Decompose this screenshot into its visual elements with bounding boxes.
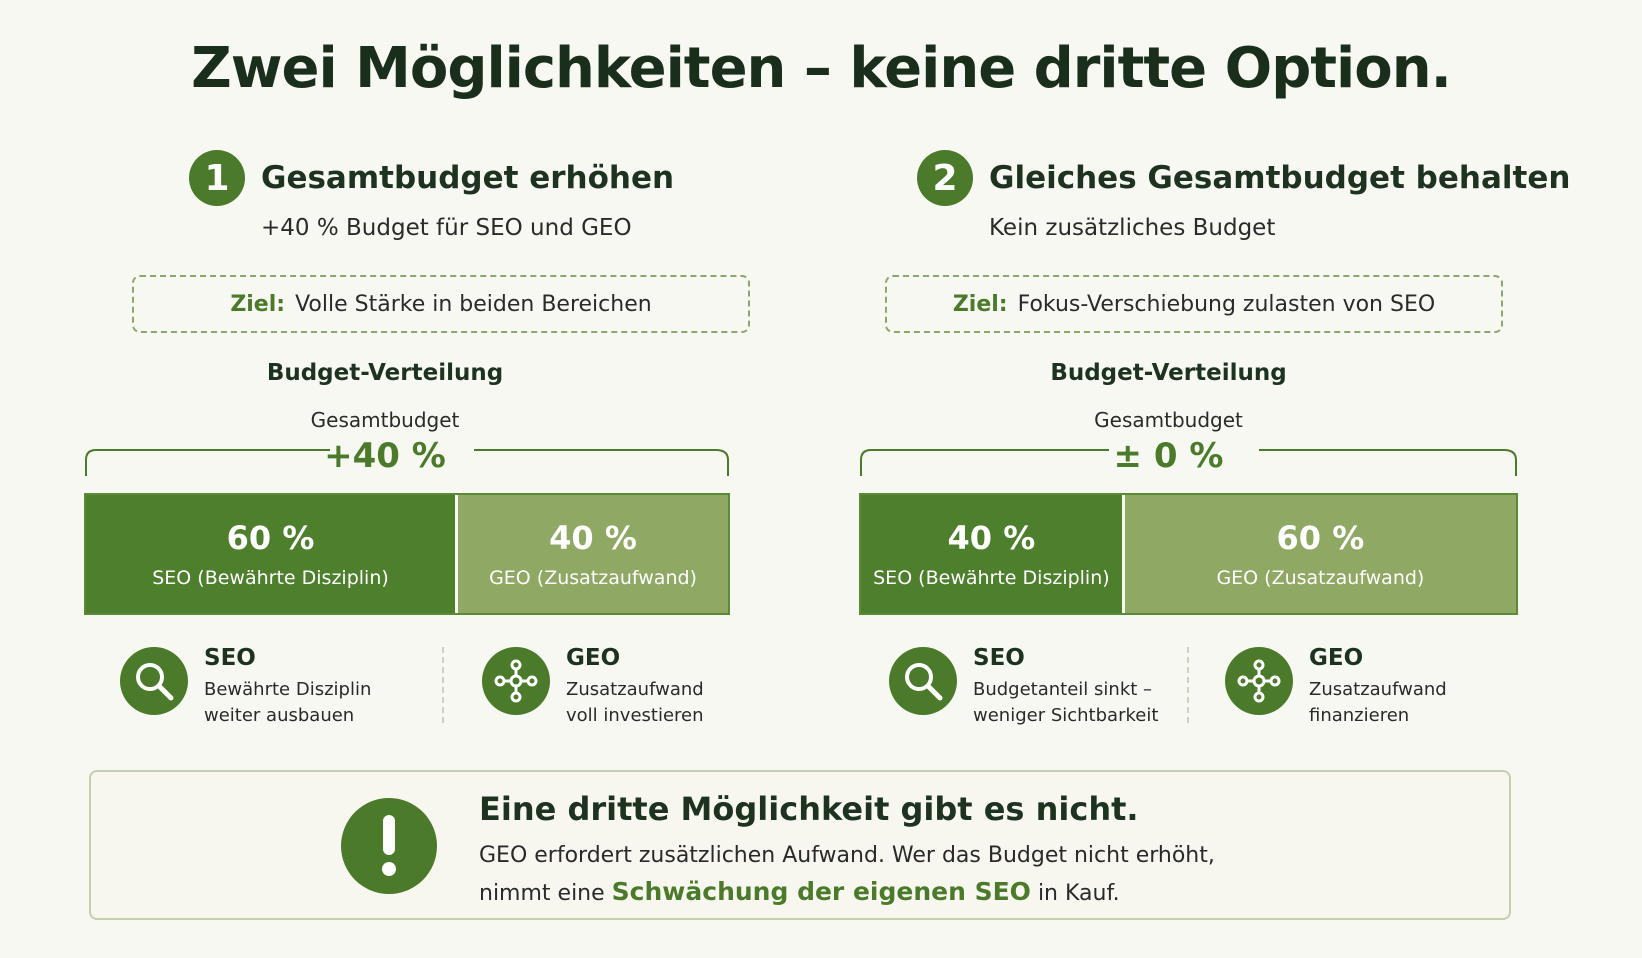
option-number-badge: 1 xyxy=(189,150,245,206)
notice-box: Eine dritte Möglichkeit gibt es nicht. G… xyxy=(89,770,1511,920)
magnifier-icon xyxy=(889,647,957,715)
feature-seo: SEO Budgetanteil sinkt – weniger Sichtba… xyxy=(889,645,1158,729)
goal-box: Ziel: Fokus-Verschiebung zulasten von SE… xyxy=(885,275,1503,333)
feature-seo: SEO Bewährte Disziplin weiter ausbauen xyxy=(120,645,371,729)
option-title: Gesamtbudget erhöhen xyxy=(261,160,675,196)
total-budget-label: Gesamtbudget xyxy=(310,408,460,432)
segment-label: GEO (Zusatzaufwand) xyxy=(489,567,697,589)
feature-line: weniger Sichtbarkeit xyxy=(973,705,1159,726)
distribution-title: Budget-Verteilung xyxy=(266,360,504,386)
geo-segment: 40 % GEO (Zusatzaufwand) xyxy=(455,495,728,613)
network-icon xyxy=(1225,647,1293,715)
feature-line: Zusatzaufwand xyxy=(1309,679,1447,700)
goal-text: Fokus-Verschiebung zulasten von SEO xyxy=(1017,291,1436,317)
feature-title: GEO xyxy=(1309,645,1364,671)
network-icon xyxy=(482,647,550,715)
notice-suffix: in Kauf. xyxy=(1037,881,1120,906)
budget-bar: 40 % SEO (Bewährte Disziplin) 60 % GEO (… xyxy=(859,493,1518,615)
exclamation-icon xyxy=(341,798,437,894)
total-budget-label: Gesamtbudget xyxy=(1094,408,1243,432)
notice-prefix: nimmt eine xyxy=(479,881,605,906)
total-bracket xyxy=(860,449,1517,476)
budget-bar: 60 % SEO (Bewährte Disziplin) 40 % GEO (… xyxy=(84,493,730,615)
option-2-panel: 2 Gleiches Gesamtbudget behalten Kein zu… xyxy=(859,0,1570,740)
feature-line: weiter ausbauen xyxy=(204,705,355,726)
geo-segment: 60 % GEO (Zusatzaufwand) xyxy=(1121,495,1516,613)
option-subtitle: +40 % Budget für SEO und GEO xyxy=(261,215,632,241)
seo-segment: 60 % SEO (Bewährte Disziplin) xyxy=(86,495,456,613)
feature-line: finanzieren xyxy=(1309,705,1410,726)
feature-geo: GEO Zusatzaufwand finanzieren xyxy=(1225,645,1447,729)
feature-line: Bewährte Disziplin xyxy=(204,679,372,700)
option-subtitle: Kein zusätzliches Budget xyxy=(989,215,1276,241)
notice-text: GEO erfordert zusätzlichen Aufwand. Wer … xyxy=(479,838,1215,912)
feature-title: SEO xyxy=(973,645,1025,671)
total-bracket xyxy=(85,449,729,476)
notice-emphasis: Schwächung der eigenen SEO xyxy=(611,877,1031,906)
segment-percent: 60 % xyxy=(1276,519,1365,557)
segment-percent: 60 % xyxy=(226,519,315,557)
feature-line: voll investieren xyxy=(566,705,704,726)
option-1-header: 1 Gesamtbudget erhöhen xyxy=(189,150,674,206)
goal-box: Ziel: Volle Stärke in beiden Bereichen xyxy=(132,275,750,333)
seo-segment: 40 % SEO (Bewährte Disziplin) xyxy=(861,495,1122,613)
goal-text: Volle Stärke in beiden Bereichen xyxy=(295,291,652,317)
total-budget-value: ± 0 % xyxy=(1113,436,1224,476)
feature-geo: GEO Zusatzaufwand voll investieren xyxy=(482,645,704,729)
option-number-badge: 2 xyxy=(917,150,973,206)
notice-title: Eine dritte Möglichkeit gibt es nicht. xyxy=(479,790,1139,828)
notice-line: GEO erfordert zusätzlichen Aufwand. Wer … xyxy=(479,843,1215,868)
magnifier-icon xyxy=(120,647,188,715)
goal-label: Ziel: xyxy=(952,291,1008,317)
segment-label: SEO (Bewährte Disziplin) xyxy=(152,567,389,589)
segment-label: SEO (Bewährte Disziplin) xyxy=(873,567,1110,589)
feature-divider xyxy=(1187,647,1189,723)
option-1-panel: 1 Gesamtbudget erhöhen +40 % Budget für … xyxy=(84,0,766,740)
distribution-title: Budget-Verteilung xyxy=(1050,360,1287,386)
goal-label: Ziel: xyxy=(230,291,286,317)
segment-label: GEO (Zusatzaufwand) xyxy=(1216,567,1425,589)
feature-title: SEO xyxy=(204,645,256,671)
feature-line: Budgetanteil sinkt – xyxy=(973,679,1153,700)
notice-line: nimmt eine Schwächung der eigenen SEO in… xyxy=(479,874,1215,912)
feature-line: Zusatzaufwand xyxy=(566,679,704,700)
segment-percent: 40 % xyxy=(549,519,637,557)
option-2-header: 2 Gleiches Gesamtbudget behalten xyxy=(917,150,1570,206)
feature-divider xyxy=(442,647,444,723)
option-title: Gleiches Gesamtbudget behalten xyxy=(989,160,1571,196)
page-title: Zwei Möglichkeiten – keine dritte Option… xyxy=(191,36,1452,101)
segment-percent: 40 % xyxy=(947,519,1036,557)
total-budget-value: +40 % xyxy=(324,436,446,476)
feature-title: GEO xyxy=(566,645,621,671)
